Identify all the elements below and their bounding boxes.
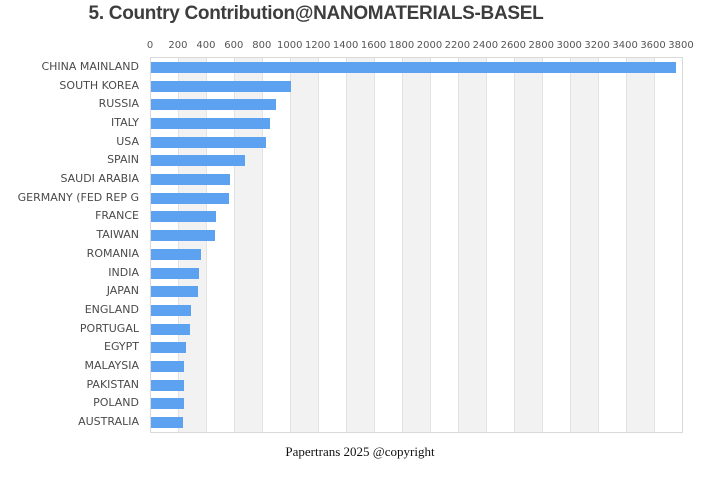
x-tick-label: 1600 — [360, 40, 387, 51]
category-label: AUSTRALIA — [78, 415, 139, 429]
category-label: ROMANIA — [86, 246, 139, 260]
chart-title: 5. Country Contribution@NANOMATERIALS-BA… — [88, 3, 544, 24]
x-tick-label: 1000 — [277, 40, 303, 51]
footer-copyright: Papertrans 2025 @copyright — [285, 444, 435, 459]
bar — [151, 99, 277, 111]
category-label: ITALY — [110, 115, 139, 129]
grid-band — [290, 58, 319, 432]
grid-band — [570, 58, 599, 432]
grid-band — [458, 58, 487, 432]
gridline — [429, 58, 431, 432]
gridline — [178, 58, 180, 432]
gridline — [206, 58, 208, 432]
gridline — [290, 58, 292, 432]
gridline — [541, 58, 543, 432]
gridline — [262, 58, 264, 432]
gridline — [569, 58, 571, 432]
x-tick-label: 1200 — [304, 40, 331, 51]
category-label: SAUDI ARABIA — [60, 172, 139, 186]
x-tick-label: 0 — [146, 40, 154, 51]
x-axis-ticks: 0 200 400 600 800 1000 1200 1400 1600 1800 2000 220… — [0, 40, 720, 53]
bar — [151, 417, 183, 429]
category-label: SOUTH KOREA — [59, 78, 139, 92]
gridline — [653, 58, 655, 432]
gridline — [625, 58, 627, 432]
bar — [151, 117, 271, 129]
x-tick-label: 2400 — [472, 40, 499, 51]
grid-band — [234, 58, 263, 432]
bar — [151, 304, 191, 316]
gridline — [457, 58, 459, 432]
category-label: SPAIN — [107, 153, 139, 167]
gridline — [485, 58, 487, 432]
grid-band — [402, 58, 431, 432]
bar — [151, 342, 187, 354]
gridline — [318, 58, 320, 432]
category-label: USA — [116, 134, 139, 148]
bar — [151, 323, 191, 335]
bar — [151, 398, 184, 410]
category-label: EGYPT — [104, 340, 139, 354]
grid-band — [514, 58, 543, 432]
bar — [151, 230, 215, 242]
x-tick-label: 3800 — [668, 40, 694, 51]
bar — [151, 211, 217, 223]
grid-band — [346, 58, 375, 432]
category-label: TAIWAN — [96, 228, 139, 242]
bar — [151, 136, 266, 148]
category-label: GERMANY (FED REP G — [17, 190, 139, 204]
x-tick-label: 1400 — [332, 40, 359, 51]
gridline — [402, 58, 404, 432]
gridline — [234, 58, 236, 432]
gridline — [346, 58, 348, 432]
bar — [151, 192, 229, 204]
x-tick-label: 2800 — [528, 40, 554, 51]
category-label: INDIA — [108, 265, 139, 279]
x-tick-label: 3200 — [584, 40, 610, 51]
x-tick-label: 200 — [168, 40, 188, 51]
x-tick-label: 2000 — [416, 40, 443, 51]
category-label: JAPAN — [106, 284, 139, 298]
category-label: PORTUGAL — [79, 321, 139, 335]
category-label: MALAYSIA — [84, 359, 139, 373]
x-tick-label: 600 — [224, 40, 244, 51]
category-label: POLAND — [93, 396, 139, 410]
plot-area — [150, 57, 683, 433]
x-tick-label: 1800 — [388, 40, 415, 51]
category-label: ENGLAND — [84, 302, 139, 316]
gridline — [597, 58, 599, 432]
x-tick-label: 2600 — [500, 40, 527, 51]
grid-band — [626, 58, 655, 432]
category-label: FRANCE — [95, 209, 139, 223]
category-label: RUSSIA — [98, 97, 139, 111]
x-tick-label: 3600 — [640, 40, 666, 51]
bar — [151, 267, 199, 279]
bar — [151, 361, 185, 373]
bar — [151, 61, 677, 73]
bar — [151, 174, 231, 186]
gridline — [513, 58, 515, 432]
category-label: PAKISTAN — [86, 377, 139, 391]
gridline — [374, 58, 376, 432]
x-tick-label: 2200 — [444, 40, 471, 51]
x-tick-label: 400 — [196, 40, 216, 51]
x-tick-label: 800 — [252, 40, 272, 51]
bar — [151, 248, 202, 260]
bar — [151, 379, 184, 391]
bar — [151, 80, 291, 92]
category-label: CHINA MAINLAND — [41, 59, 139, 73]
x-tick-label: 3400 — [612, 40, 638, 51]
grid-band — [178, 58, 207, 432]
bar — [151, 286, 199, 298]
x-tick-label: 3000 — [556, 40, 582, 51]
bar — [151, 155, 245, 167]
